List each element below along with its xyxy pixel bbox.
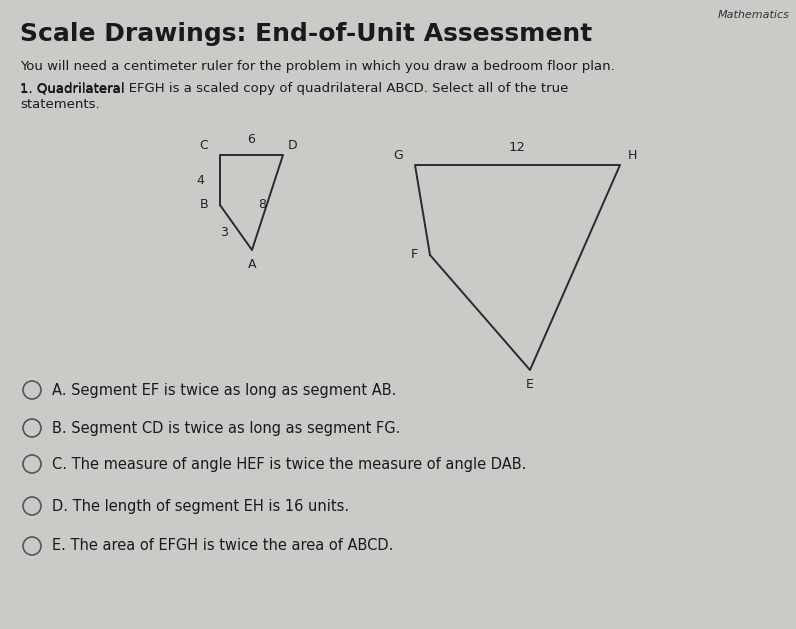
Text: A. Segment EF is twice as long as segment AB.: A. Segment EF is twice as long as segmen… xyxy=(52,382,396,398)
Text: 6: 6 xyxy=(247,133,255,146)
Text: 12: 12 xyxy=(509,141,525,154)
Text: You will need a centimeter ruler for the problem in which you draw a bedroom flo: You will need a centimeter ruler for the… xyxy=(20,60,615,73)
Text: 4: 4 xyxy=(196,174,204,187)
Text: Mathematics: Mathematics xyxy=(718,10,790,20)
Text: statements.: statements. xyxy=(20,98,100,111)
Text: Scale Drawings: End-of-Unit Assessment: Scale Drawings: End-of-Unit Assessment xyxy=(20,22,592,46)
Text: E. The area of EFGH is twice the area of ABCD.: E. The area of EFGH is twice the area of… xyxy=(52,538,393,554)
Text: E: E xyxy=(526,378,534,391)
Text: G: G xyxy=(393,149,403,162)
Text: 1. Quadrilateral: 1. Quadrilateral xyxy=(20,82,129,95)
Text: 1. Quadrilateral EFGH is a scaled copy of quadrilateral ABCD. Select all of the : 1. Quadrilateral EFGH is a scaled copy o… xyxy=(20,82,568,95)
Text: 8: 8 xyxy=(258,199,266,211)
Text: D. The length of segment EH is 16 units.: D. The length of segment EH is 16 units. xyxy=(52,499,349,513)
Text: D: D xyxy=(288,139,298,152)
Text: 3: 3 xyxy=(220,226,228,238)
Text: 1. Quadrilateral: 1. Quadrilateral xyxy=(20,82,129,95)
Text: B. Segment CD is twice as long as segment FG.: B. Segment CD is twice as long as segmen… xyxy=(52,421,400,435)
Text: C. The measure of angle HEF is twice the measure of angle DAB.: C. The measure of angle HEF is twice the… xyxy=(52,457,526,472)
Text: B: B xyxy=(199,199,208,211)
Text: C: C xyxy=(199,139,208,152)
Text: H: H xyxy=(628,149,638,162)
Text: A: A xyxy=(248,258,256,271)
Text: F: F xyxy=(411,248,418,262)
